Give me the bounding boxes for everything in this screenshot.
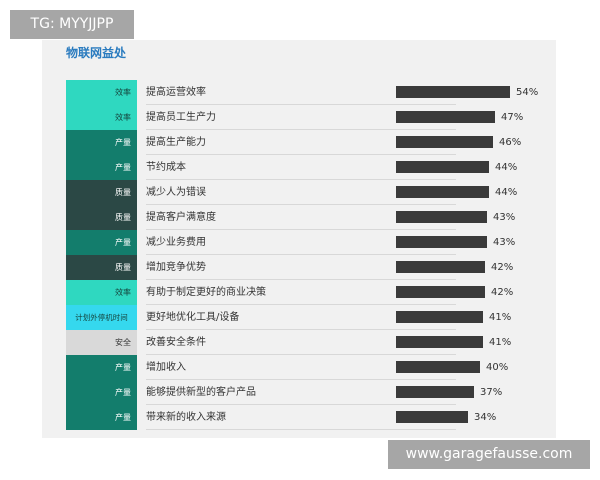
chart-row: 产量 能够提供新型的客户产品 37% — [66, 380, 546, 405]
category-label: 有助于制定更好的商业决策 — [146, 287, 266, 298]
bar — [396, 86, 510, 98]
row-separator — [146, 179, 456, 180]
row-separator — [146, 279, 456, 280]
category-label: 提高客户满意度 — [146, 212, 216, 223]
bar — [396, 386, 474, 398]
bar — [396, 186, 489, 198]
chart-row: 产量 减少业务费用 43% — [66, 230, 546, 255]
value-label: 42% — [491, 262, 514, 273]
value-label: 44% — [495, 162, 518, 173]
group-tag: 产量 — [66, 355, 137, 380]
category-label: 提高员工生产力 — [146, 112, 216, 123]
bar — [396, 411, 468, 423]
row-separator — [146, 229, 456, 230]
row-separator — [146, 329, 456, 330]
chart-row: 产量 提高生产能力 46% — [66, 130, 546, 155]
bar — [396, 261, 485, 273]
row-separator — [146, 304, 456, 305]
row-separator — [146, 154, 456, 155]
value-label: 37% — [480, 387, 503, 398]
chart-row: 计划外停机时间 更好地优化工具/设备 41% — [66, 305, 546, 330]
bar — [396, 311, 483, 323]
category-label: 提高运营效率 — [146, 87, 206, 98]
row-separator — [146, 204, 456, 205]
category-label: 更好地优化工具/设备 — [146, 312, 240, 323]
bar — [396, 361, 480, 373]
chart-title: 物联网益处 — [66, 46, 127, 60]
category-label: 减少人为错误 — [146, 187, 206, 198]
category-label: 能够提供新型的客户产品 — [146, 387, 256, 398]
group-tag: 安全 — [66, 330, 137, 355]
group-tag: 计划外停机时间 — [66, 305, 137, 330]
value-label: 43% — [493, 212, 516, 223]
row-separator — [146, 104, 456, 105]
row-separator — [146, 429, 456, 430]
group-tag: 产量 — [66, 230, 137, 255]
row-separator — [146, 404, 456, 405]
row-separator — [146, 379, 456, 380]
group-tag: 效率 — [66, 80, 137, 105]
bar — [396, 111, 495, 123]
category-label: 增加竞争优势 — [146, 262, 206, 273]
value-label: 47% — [501, 112, 524, 123]
chart-row: 质量 提高客户满意度 43% — [66, 205, 546, 230]
bar — [396, 211, 487, 223]
category-label: 带来新的收入来源 — [146, 412, 226, 423]
value-label: 34% — [474, 412, 497, 423]
bar — [396, 136, 493, 148]
value-label: 44% — [495, 187, 518, 198]
group-tag: 产量 — [66, 130, 137, 155]
group-tag: 质量 — [66, 205, 137, 230]
value-label: 46% — [499, 137, 522, 148]
chart-row: 安全 改善安全条件 41% — [66, 330, 546, 355]
value-label: 40% — [486, 362, 509, 373]
chart-row: 效率 有助于制定更好的商业决策 42% — [66, 280, 546, 305]
chart-row: 效率 提高运营效率 54% — [66, 80, 546, 105]
group-tag: 产量 — [66, 380, 137, 405]
group-tag: 质量 — [66, 180, 137, 205]
bar — [396, 161, 489, 173]
group-tag: 效率 — [66, 280, 137, 305]
chart-row: 效率 提高员工生产力 47% — [66, 105, 546, 130]
category-label: 增加收入 — [146, 362, 186, 373]
bar — [396, 336, 483, 348]
chart-row: 产量 增加收入 40% — [66, 355, 546, 380]
group-tag: 产量 — [66, 155, 137, 180]
watermark-bottom-right: www.garagefausse.com — [388, 440, 590, 469]
row-separator — [146, 129, 456, 130]
category-label: 减少业务费用 — [146, 237, 206, 248]
group-tag: 产量 — [66, 405, 137, 430]
chart-row: 质量 减少人为错误 44% — [66, 180, 546, 205]
value-label: 54% — [516, 87, 539, 98]
category-label: 提高生产能力 — [146, 137, 206, 148]
watermark-top-left: TG: MYYJJPP — [10, 10, 134, 39]
value-label: 41% — [489, 312, 512, 323]
bar — [396, 236, 487, 248]
chart-row: 产量 带来新的收入来源 34% — [66, 405, 546, 430]
value-label: 42% — [491, 287, 514, 298]
chart-row: 产量 节约成本 44% — [66, 155, 546, 180]
row-separator — [146, 254, 456, 255]
group-tag: 效率 — [66, 105, 137, 130]
category-label: 改善安全条件 — [146, 337, 206, 348]
chart-row: 质量 增加竞争优势 42% — [66, 255, 546, 280]
bar — [396, 286, 485, 298]
group-tag: 质量 — [66, 255, 137, 280]
value-label: 43% — [493, 237, 516, 248]
value-label: 41% — [489, 337, 512, 348]
category-label: 节约成本 — [146, 162, 186, 173]
row-separator — [146, 354, 456, 355]
